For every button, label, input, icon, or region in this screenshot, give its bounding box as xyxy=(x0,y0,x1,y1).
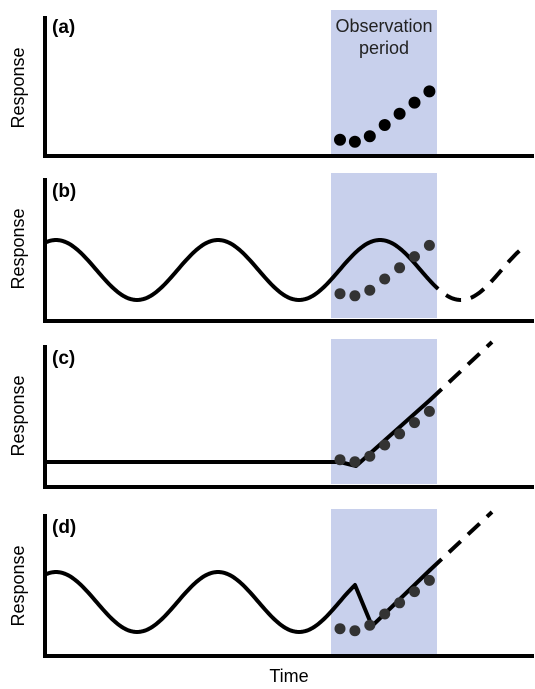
observation-dot xyxy=(409,251,420,263)
observation-dots-b xyxy=(334,239,435,302)
observation-dots-a xyxy=(334,85,436,148)
observation-dot xyxy=(423,405,435,417)
observation-dot xyxy=(423,239,435,251)
observation-dot xyxy=(364,619,376,631)
observation-label-line2: period xyxy=(359,38,409,58)
observation-dot xyxy=(334,133,346,146)
observation-dot xyxy=(393,107,406,120)
observation-dot xyxy=(408,96,421,109)
y-axis-label-a: Response xyxy=(8,47,28,128)
observation-dot xyxy=(334,288,346,300)
x-axis-label: Time xyxy=(269,666,308,686)
axes-d xyxy=(43,514,534,658)
curve-b-prediction xyxy=(425,244,527,303)
curve-b-fitted xyxy=(45,238,429,302)
y-axis-label-b: Response xyxy=(8,208,28,289)
observation-dot xyxy=(349,456,361,468)
observation-band-b xyxy=(331,173,437,318)
y-axis-label-c: Response xyxy=(8,375,28,456)
observation-dot xyxy=(378,119,391,131)
observation-dot xyxy=(423,574,435,586)
observation-dots-d xyxy=(334,574,435,637)
observation-dot xyxy=(409,417,420,429)
observation-dot xyxy=(348,135,361,148)
panel-label-c: (c) xyxy=(52,348,75,369)
axes-a xyxy=(43,16,534,158)
observation-dot xyxy=(334,623,346,635)
panel-label-b: (b) xyxy=(52,181,76,202)
observation-band-a xyxy=(331,10,437,156)
curve-d-prediction xyxy=(428,510,494,572)
curve-c-prediction xyxy=(428,340,494,402)
observation-dot xyxy=(423,85,436,98)
observation-dot xyxy=(364,450,376,462)
observation-dot xyxy=(349,290,361,302)
observation-dot xyxy=(394,262,406,274)
observation-dot xyxy=(379,439,391,451)
panel-label-d: (d) xyxy=(52,517,76,538)
observation-dot xyxy=(409,586,420,598)
observation-dot xyxy=(379,273,391,285)
observation-dot xyxy=(334,454,346,466)
observation-label-line1: Observation xyxy=(335,16,432,36)
observation-dot xyxy=(379,608,391,620)
observation-dots-c xyxy=(334,405,435,468)
y-axis-label-d: Response xyxy=(8,545,28,626)
observation-dot xyxy=(349,625,361,637)
observation-band-d xyxy=(331,509,437,655)
axes-b xyxy=(43,178,534,323)
panel-label-a: (a) xyxy=(52,17,75,38)
curve-c-fitted xyxy=(45,398,432,468)
observation-dot xyxy=(363,130,376,143)
observation-dot xyxy=(394,428,406,440)
observation-dot xyxy=(394,597,406,609)
observation-dot xyxy=(364,284,376,296)
curve-d-fitted xyxy=(45,568,432,634)
axes-c xyxy=(43,345,534,489)
